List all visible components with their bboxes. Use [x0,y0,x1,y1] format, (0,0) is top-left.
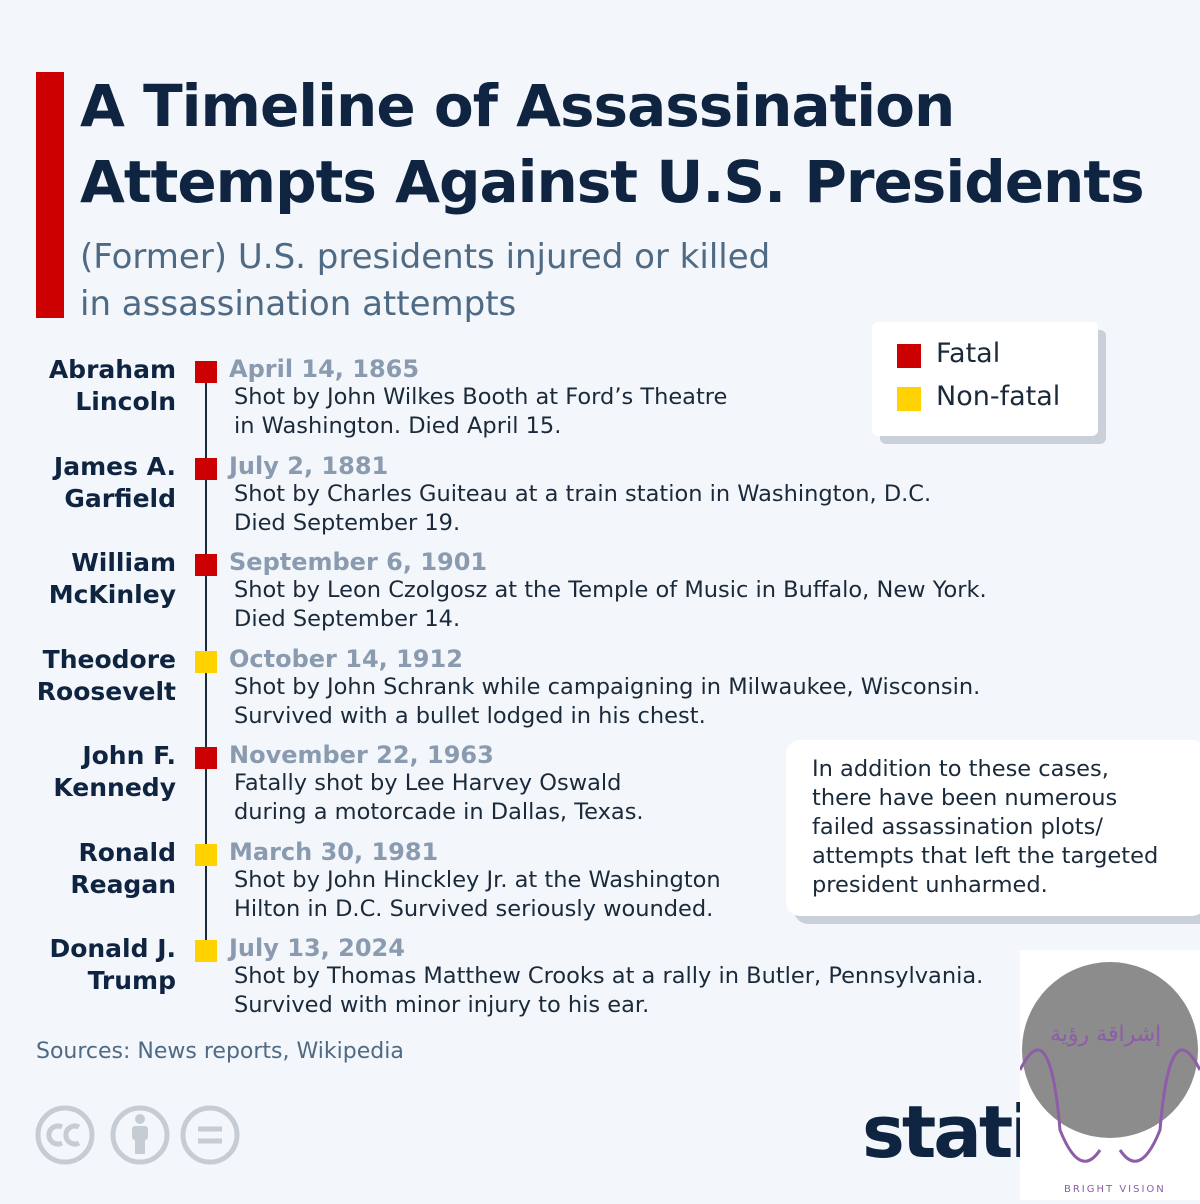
legend-label: Fatal [936,338,1001,369]
note-line: there have been numerous [812,785,1118,811]
title-line: Attempts Against U.S. Presidents [80,148,1145,216]
event-description: Shot by Charles Guiteau at a train stati… [234,480,932,507]
president-name: Kennedy [53,773,176,802]
subtitle-line: in assassination attempts [80,284,517,324]
event-description: Fatally shot by Lee Harvey Oswald [234,770,622,796]
watermark-arabic: إشراقة رؤية [1050,1022,1162,1047]
president-name: James A. [53,451,176,481]
president-name: McKinley [48,580,176,609]
president-name: Theodore [42,644,176,674]
legend-box [872,322,1098,436]
president-name: Trump [87,966,176,995]
president-name: William [71,548,176,577]
president-name: Roosevelt [36,676,176,706]
note-line: In addition to these cases, [812,756,1109,782]
event-description: during a motorcade in Dallas, Texas. [234,799,644,825]
event-description: Shot by John Schrank while campaigning i… [234,673,981,700]
source: Sources: News reports, Wikipedia [36,1039,404,1064]
event-description: Shot by Thomas Matthew Crooks at a rally… [234,963,984,989]
legend-swatch [897,344,921,368]
event-marker [195,457,217,480]
note-line: president unharmed. [812,872,1048,898]
event-date: September 6, 1901 [229,548,488,576]
president-name: Ronald [78,837,176,867]
president-name: Donald J. [49,934,176,963]
note-line: attempts that left the targeted [812,843,1159,869]
note-box [786,740,1200,916]
note-line: failed assassination plots/ [812,814,1103,840]
president-name: Lincoln [75,387,176,416]
event-marker [195,650,217,673]
event-date: October 14, 1912 [229,644,463,673]
event-description: Shot by John Hinckley Jr. at the Washing… [234,866,721,893]
event-description: Survived with a bullet lodged in his che… [234,702,706,729]
event-description: Shot by Leon Czolgosz at the Temple of M… [234,577,987,603]
president-name: John F. [82,741,176,770]
event-date: April 14, 1865 [229,355,420,383]
event-description: Hilton in D.C. Survived seriously wounde… [234,895,714,922]
event-description: in Washington. Died April 15. [234,413,562,439]
watermark-graphic [1018,962,1200,1163]
event-marker [195,554,217,576]
president-name: Reagan [70,869,176,899]
legend-swatch [897,387,921,411]
watermark: إشراقة رؤية BRIGHT VISION [1018,950,1200,1200]
accent-bar [36,72,64,318]
event-marker [195,747,217,769]
license-icons [35,1105,240,1165]
event-date: July 2, 1881 [229,451,389,480]
event-marker [195,843,217,866]
president-name: Garfield [64,483,176,513]
event-date: November 22, 1963 [229,741,494,769]
event-description: Died September 19. [234,509,461,536]
event-date: July 13, 2024 [229,934,405,962]
president-name: Abraham [48,355,176,384]
event-marker [195,940,217,962]
subtitle-line: (Former) U.S. presidents injured or kill… [80,237,771,277]
legend-label: Non-fatal [936,381,1061,412]
title-line: A Timeline of Assassination [80,72,955,140]
event-marker [195,361,217,383]
event-description: Shot by John Wilkes Booth at Ford’s Thea… [234,384,728,410]
watermark-english: BRIGHT VISION [1064,1184,1166,1195]
event-description: Died September 14. [234,606,461,632]
event-description: Survived with minor injury to his ear. [234,992,650,1018]
event-date: March 30, 1981 [229,837,439,866]
